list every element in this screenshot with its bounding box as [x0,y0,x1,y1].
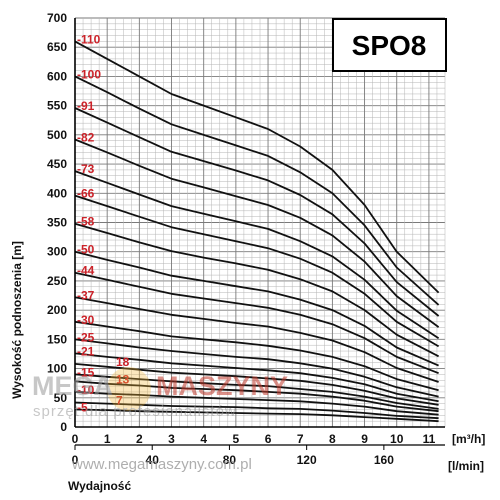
series-label-m21: -21 [77,344,95,358]
pump-curve-m50 [74,250,439,367]
series-label-m15: -15 [77,365,95,379]
y-tick-label: 100 [47,362,67,376]
pump-curve-m25 [74,338,439,398]
x-axis-tick-labels: 0 1 2 3 4 5 6 7 8 9 10 11 [72,432,436,446]
series-labels: -110 -100 -91 -82 -73 -66 -58 -50 -44 -37 -30 -25-2… [77,32,130,414]
series-label-m25: -25 [77,330,95,344]
pump-curve-m91 [74,107,440,317]
watermark-mega: MEGA [32,371,113,401]
x-tick-label: 6 [265,432,272,446]
x-secondary-tick-label: 0 [72,453,79,467]
pump-curve-m44 [74,271,439,375]
x-tick-label: 1 [104,432,111,446]
y-tick-label: 500 [47,128,67,142]
pump-curve-m10 [74,391,439,416]
y-tick-label: 600 [47,69,67,83]
y-tick-label: 450 [47,157,67,171]
series-label-m91: -91 [77,99,95,113]
x-secondary-tick-label: 120 [297,453,317,467]
x-tick-label: 9 [361,432,368,446]
series-label-18: 18 [116,355,130,369]
y-tick-label: 250 [47,274,67,288]
series-label-m58: -58 [77,215,95,229]
chart-axes [74,18,445,428]
watermark-maszyny: MASZYNY [156,371,288,401]
x-tick-label: 3 [168,432,175,446]
x-tick-label: 7 [297,432,304,446]
x-axis-secondary-tick-labels: 0 40 80 120 160 [72,444,445,467]
x-tick-label: 11 [423,432,436,446]
y-tick-label: 0 [60,420,67,434]
title-box [332,18,447,72]
x-secondary-tick-label: 160 [374,453,394,467]
pump-curve-m30 [74,320,439,392]
series-label-m37: -37 [77,288,95,302]
y-axis-title: Wysokość podnoszenia [m] [10,241,24,399]
x-secondary-tick-label: 40 [146,453,160,467]
x-axis-unit-secondary: [l/min] [448,459,484,473]
pump-curve-m37 [74,296,439,383]
x-tick-label: 0 [72,432,79,446]
series-label-m10: -10 [77,383,95,397]
x-axis-title: Wydajność [68,479,131,493]
pump-curve-m15 [74,373,439,410]
chart-title: SPO8 [352,30,427,61]
y-tick-label: 300 [47,245,67,259]
y-tick-label: 150 [47,332,67,346]
x-tick-label: 10 [390,432,404,446]
series-label-7: 7 [116,393,123,407]
watermark-gear-icon [107,367,151,411]
y-tick-label: 550 [47,99,67,113]
x-tick-label: 2 [136,432,143,446]
pump-curve-m58 [74,222,440,358]
series-label-13: 13 [116,372,130,386]
chart-grid [74,17,446,428]
watermark-logo: MEGA MASZYNY sprzęt dla profesionalistów [32,367,288,420]
y-tick-label: 200 [47,303,67,317]
pump-curve-7 [74,401,439,420]
pump-curve-13 [74,380,439,413]
y-tick-label: 650 [47,40,67,54]
y-tick-label: 350 [47,216,67,230]
pump-curve-m21 [74,352,439,403]
y-tick-label: 400 [47,186,67,200]
pump-curve-m100 [74,75,440,306]
y-axis-tick-labels: 0 50 100 150 200 250 300 350 400 450 500 550 600 650 7… [47,11,67,434]
x-tick-label: 4 [200,432,207,446]
pump-curve-18 [74,363,439,406]
series-label-m50: -50 [77,243,95,257]
y-tick-label: 700 [47,11,67,25]
x-secondary-tick-label: 80 [223,453,237,467]
pump-curves [74,40,440,423]
series-label-m73: -73 [77,162,95,176]
pump-curve-m82 [74,138,440,328]
x-tick-label: 5 [233,432,240,446]
series-label-m66: -66 [77,187,95,201]
series-label-m5: -5 [77,400,88,414]
pump-curve-m66 [74,194,440,348]
y-tick-label: 50 [54,391,68,405]
watermark-url: www.megamaszyny.com.pl [71,456,252,473]
series-label-m30: -30 [77,313,95,327]
pump-curve-m110 [74,40,440,294]
pump-curve-m5 [74,408,439,423]
series-label-m110: -110 [77,32,101,46]
x-axis-unit-primary: [m³/h] [452,432,485,446]
watermark-tagline: sprzęt dla profesionalistów [33,403,237,420]
series-label-m100: -100 [77,67,101,81]
series-label-m82: -82 [77,131,95,145]
x-tick-label: 8 [329,432,336,446]
series-label-m44: -44 [77,264,95,278]
pump-curve-m73 [74,170,440,339]
